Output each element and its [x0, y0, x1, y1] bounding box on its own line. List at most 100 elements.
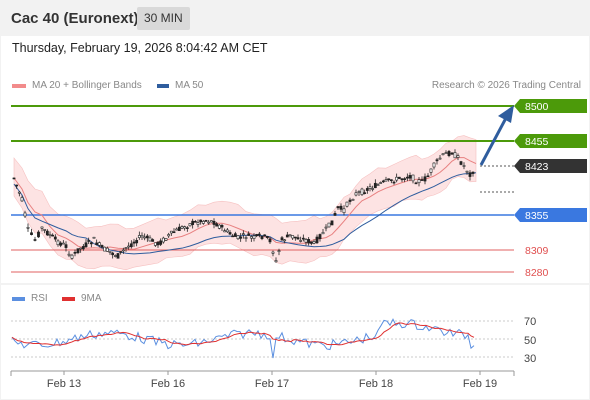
candle-body [62, 243, 64, 244]
candle-body [24, 213, 26, 216]
candle-body [253, 236, 255, 239]
candle-body [234, 234, 236, 237]
candle-body [218, 225, 220, 228]
candle-body [385, 180, 387, 181]
candle-body [310, 242, 312, 244]
rsi-9ma-line [12, 323, 474, 345]
candle-body [213, 221, 215, 224]
candle-body [114, 256, 116, 257]
candle-body [41, 227, 43, 228]
candle-body [256, 234, 258, 235]
candle-body [343, 209, 345, 213]
candle-body [401, 179, 403, 180]
candle-body [404, 179, 406, 180]
candle-body [93, 237, 95, 238]
candle-body [390, 180, 392, 181]
candle-body [325, 227, 327, 228]
candle-body [412, 175, 414, 181]
x-label-feb16: Feb 16 [151, 378, 185, 390]
candle-body [433, 163, 435, 167]
candle-body [162, 238, 164, 242]
x-label-feb17: Feb 17 [255, 378, 289, 390]
candle-body [136, 240, 138, 243]
candle-body [396, 177, 398, 180]
candle-body [117, 253, 119, 258]
candle-body [106, 248, 108, 251]
candle-body [57, 241, 59, 245]
candle-body [104, 247, 106, 251]
candle-body [71, 255, 73, 258]
candle-body [374, 183, 376, 187]
candle-body [294, 237, 296, 238]
candle-body [205, 220, 207, 221]
candle-body [281, 238, 283, 240]
candle-body [264, 235, 266, 236]
candle-body [16, 185, 18, 186]
candle-body [275, 261, 277, 262]
candle-body [237, 236, 239, 239]
candle-body [98, 243, 100, 246]
candle-body [421, 180, 423, 181]
candle-body [292, 236, 294, 238]
candle-body [52, 235, 54, 236]
candle-body [300, 240, 302, 241]
candle-body [120, 251, 122, 252]
candle-body [138, 235, 140, 237]
candle-body [469, 173, 471, 177]
candle-body [173, 232, 175, 233]
candle-body [96, 243, 98, 245]
candle-body [141, 235, 143, 237]
candle-body [457, 156, 459, 158]
candle-body [197, 223, 199, 225]
candle-body [364, 193, 366, 194]
x-tick-feb19: Feb 19 [463, 371, 497, 390]
candle-body [74, 252, 76, 253]
candle-body [229, 232, 231, 234]
candle-body [18, 192, 20, 193]
level-text-8355: 8355 [525, 210, 549, 222]
level-label-8355: 8355 [514, 208, 587, 222]
candle-body [37, 232, 39, 237]
rsi-label-50: 50 [524, 335, 536, 347]
candle-body [46, 231, 48, 235]
candle-body [242, 234, 244, 235]
candle-body [65, 245, 67, 248]
candle-body [308, 239, 310, 243]
candle-body [380, 183, 382, 184]
candle-body [27, 227, 29, 228]
candle-body [466, 171, 468, 172]
candle-body [130, 244, 132, 247]
candle-body [250, 237, 252, 239]
candle-body [445, 153, 447, 154]
candle-body [221, 225, 223, 227]
candle-body [266, 236, 268, 237]
candle-body [189, 223, 191, 225]
candle-body [331, 221, 333, 225]
candle-body [286, 235, 288, 237]
candle-body [133, 242, 135, 243]
candle-body [149, 238, 151, 241]
candle-body [208, 222, 210, 223]
candle-body [194, 221, 196, 222]
candle-body [122, 250, 124, 251]
candle-body [382, 181, 384, 182]
candle-body [328, 223, 330, 227]
candle-body [112, 253, 114, 255]
candle-body [442, 154, 444, 155]
candle-body [34, 240, 36, 241]
candle-body [451, 153, 453, 154]
candle-body [272, 252, 274, 253]
candle-body [88, 240, 90, 241]
candle-body [170, 231, 172, 233]
candle-body [313, 242, 315, 244]
candle-body [226, 230, 228, 232]
candle-body [409, 175, 411, 178]
candle-body [319, 234, 321, 238]
candle-body [224, 231, 226, 232]
candle-body [85, 243, 87, 247]
candle-body [258, 234, 260, 235]
candle-body [278, 251, 280, 252]
candle-body [322, 232, 324, 233]
candle-body [369, 187, 371, 189]
